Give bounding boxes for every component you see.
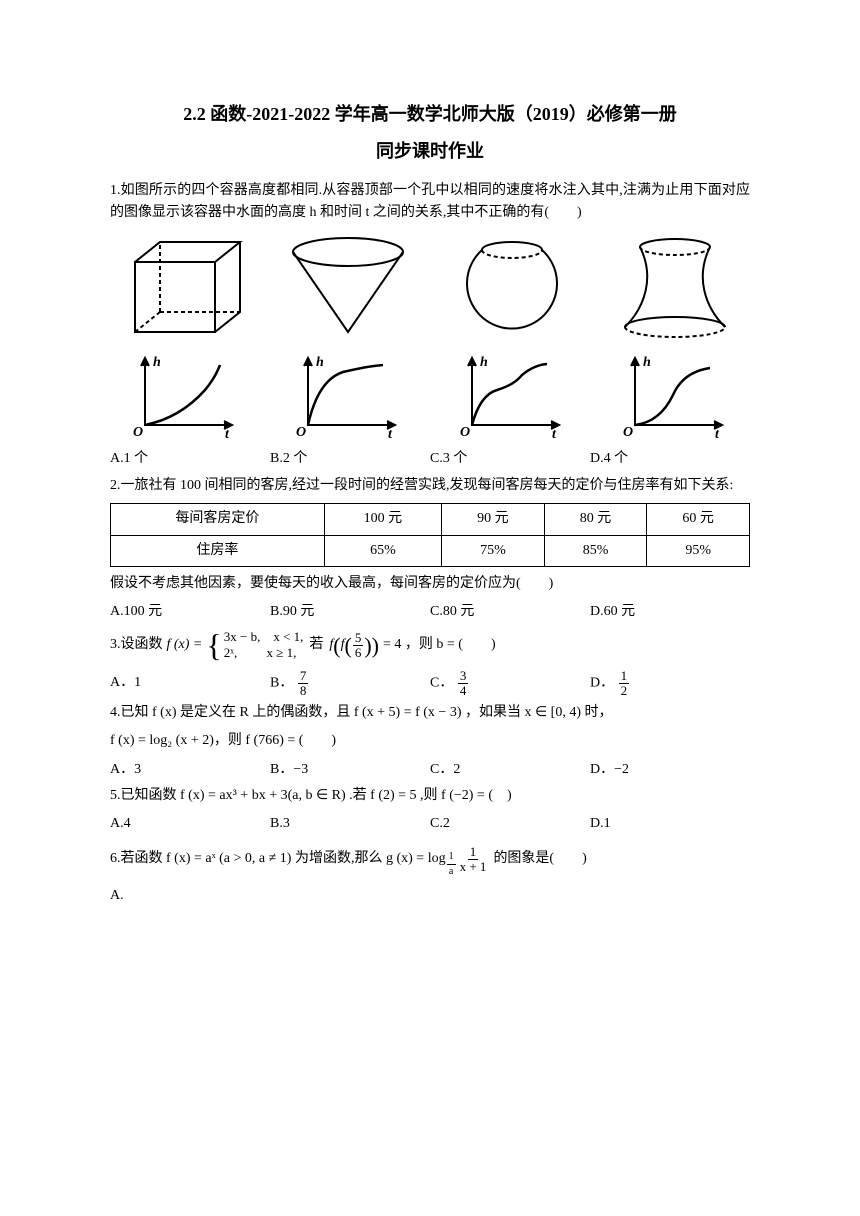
doc-title: 2.2 函数-2021-2022 学年高一数学北师大版（2019）必修第一册 — [110, 100, 750, 129]
q3-piecewise: { 3x − b, x < 1, 2ˣ, x ≥ 1, — [206, 629, 303, 661]
q1-graphs-row: h O t h O t h O t — [110, 350, 750, 440]
q1-options: A.1 个 B.2 个 C.3 个 D.4 个 — [110, 448, 750, 470]
doc-subtitle: 同步课时作业 — [110, 137, 750, 166]
brace-icon: { — [206, 629, 221, 661]
q3-optC-prefix: C． — [430, 676, 453, 691]
vessel-sphere — [437, 232, 587, 342]
table-cell: 每间客房定价 — [111, 504, 325, 535]
q3-optB: B． 78 — [270, 669, 430, 698]
q4-optA: A．3 — [110, 759, 270, 781]
table-cell: 95% — [647, 535, 750, 566]
vessel-hyperboloid — [600, 232, 750, 342]
axis-h-label: h — [643, 355, 651, 370]
q1-optA: A.1 个 — [110, 448, 270, 470]
q3-prefix: 3.设函数 — [110, 634, 163, 656]
table-cell: 住房率 — [111, 535, 325, 566]
q2-optC: C.80 元 — [430, 601, 590, 623]
q3-case2: 2ˣ, x ≥ 1, — [224, 645, 304, 661]
axis-O-label: O — [460, 425, 470, 440]
axis-O-label: O — [133, 425, 143, 440]
vessel-cube — [110, 232, 260, 342]
table-cell: 75% — [442, 535, 545, 566]
frac-num: 5 — [353, 631, 364, 646]
q3-eq4: = 4 ，则 b = ( ) — [383, 634, 496, 656]
q6-optA: A. — [110, 885, 750, 907]
table-row: 住房率 65% 75% 85% 95% — [111, 535, 750, 566]
table-row: 每间客房定价 100 元 90 元 80 元 60 元 — [111, 504, 750, 535]
q1-optD: D.4 个 — [590, 448, 750, 470]
q2-after: 假设不考虑其他因素，要使每天的收入最高，每间客房的定价应为( ) — [110, 573, 750, 595]
axis-O-label: O — [623, 425, 633, 440]
q4-options: A．3 B．−3 C．2 D．−2 — [110, 759, 750, 781]
q6-log-base: 1 a — [447, 850, 456, 879]
q2-text: 2.一旅社有 100 间相同的客房,经过一段时间的经营实践,发现每间客房每天的定… — [110, 475, 750, 497]
q5-optD: D.1 — [590, 813, 750, 835]
graph-4: h O t — [600, 350, 750, 440]
q2-optD: D.60 元 — [590, 601, 750, 623]
q3-mid: 若 — [309, 634, 323, 656]
q6-prefix: 6.若函数 f (x) = aˣ (a > 0, a ≠ 1) 为增函数,那么 … — [110, 848, 446, 870]
frac-den: 8 — [298, 684, 309, 698]
q3-optB-prefix: B． — [270, 676, 293, 691]
q6-suffix: 的图象是( ) — [493, 848, 586, 870]
axis-t-label: t — [225, 427, 230, 440]
q2-options: A.100 元 B.90 元 C.80 元 D.60 元 — [110, 601, 750, 623]
frac-num: 1 — [468, 845, 479, 860]
q2-optA: A.100 元 — [110, 601, 270, 623]
axis-h-label: h — [480, 355, 488, 370]
graph-1: h O t — [110, 350, 260, 440]
axis-t-label: t — [388, 427, 393, 440]
axis-t-label: t — [552, 427, 557, 440]
frac-num: 3 — [458, 669, 469, 684]
q4-line1: 4.已知 f (x) 是定义在 R 上的偶函数，且 f (x + 5) = f … — [110, 702, 750, 724]
table-cell: 85% — [544, 535, 647, 566]
q5-options: A.4 B.3 C.2 D.1 — [110, 813, 750, 835]
graph-3: h O t — [437, 350, 587, 440]
frac-den: 4 — [458, 684, 469, 698]
q4-optB: B．−3 — [270, 759, 430, 781]
q1-vessels-row — [110, 232, 750, 342]
frac-den: a — [447, 865, 455, 879]
axis-t-label: t — [715, 427, 720, 440]
q5-optC: C.2 — [430, 813, 590, 835]
table-cell: 100 元 — [324, 504, 441, 535]
q6-line: 6.若函数 f (x) = aˣ (a > 0, a ≠ 1) 为增函数,那么 … — [110, 840, 750, 879]
q5-optA: A.4 — [110, 813, 270, 835]
q4-optC: C．2 — [430, 759, 590, 781]
q4-line2: f (x) = log₂ (x + 2)，则 f (766) = ( ) — [110, 730, 750, 752]
q1-text: 1.如图所示的四个容器高度都相同.从容器顶部一个孔中以相同的速度将水注入其中,注… — [110, 180, 750, 225]
frac-num: 1 — [619, 669, 630, 684]
q3-optD: D． 12 — [590, 669, 750, 698]
axis-O-label: O — [296, 425, 306, 440]
vessel-cone — [273, 232, 423, 342]
q3-options: A．1 B． 78 C． 34 D． 12 — [110, 669, 750, 698]
frac-num: 1 — [447, 850, 456, 865]
q2-table: 每间客房定价 100 元 90 元 80 元 60 元 住房率 65% 75% … — [110, 503, 750, 567]
q1-optB: B.2 个 — [270, 448, 430, 470]
q3-optD-prefix: D． — [590, 676, 614, 691]
axis-h-label: h — [153, 355, 161, 370]
frac-den: x + 1 — [458, 860, 489, 874]
frac-num: 7 — [298, 669, 309, 684]
q3-optC: C． 34 — [430, 669, 590, 698]
q2-optB: B.90 元 — [270, 601, 430, 623]
q1-optC: C.3 个 — [430, 448, 590, 470]
q3-line: 3.设函数 f (x) = { 3x − b, x < 1, 2ˣ, x ≥ 1… — [110, 628, 750, 663]
graph-2: h O t — [273, 350, 423, 440]
q3-case1: 3x − b, x < 1, — [224, 629, 304, 645]
axis-h-label: h — [316, 355, 324, 370]
table-cell: 80 元 — [544, 504, 647, 535]
table-cell: 60 元 — [647, 504, 750, 535]
frac-den: 6 — [353, 646, 364, 660]
q3-fx: f (x) = — [167, 634, 203, 656]
q5-text: 5.已知函数 f (x) = ax³ + bx + 3(a, b ∈ R) .若… — [110, 785, 750, 807]
q6-log-arg: 1 x + 1 — [458, 845, 489, 874]
q3-optA: A．1 — [110, 672, 270, 694]
q3-five-sixth: 5 6 — [353, 631, 364, 660]
frac-den: 2 — [619, 684, 630, 698]
q4-optD: D．−2 — [590, 759, 750, 781]
table-cell: 90 元 — [442, 504, 545, 535]
q5-optB: B.3 — [270, 813, 430, 835]
table-cell: 65% — [324, 535, 441, 566]
